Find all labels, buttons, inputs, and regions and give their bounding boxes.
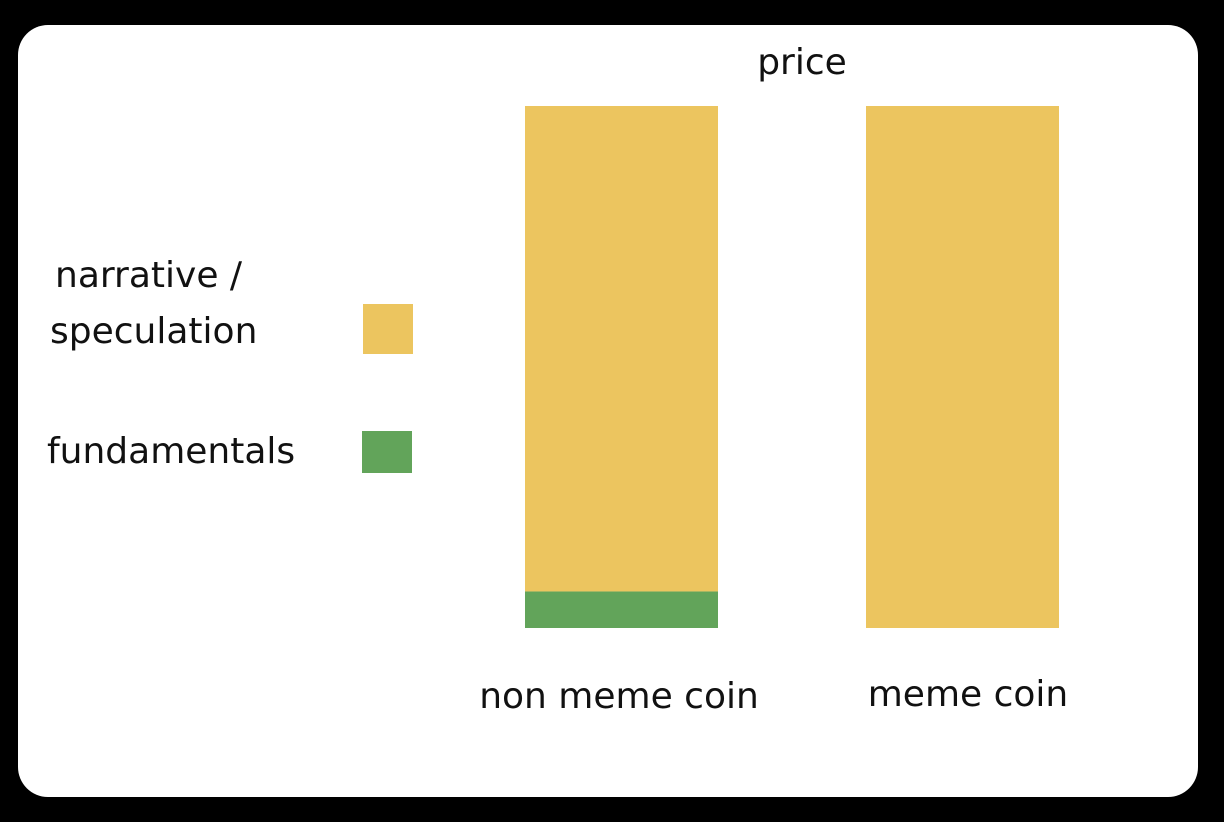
legend-label-narrative-line2: speculation xyxy=(50,311,257,352)
bar-non-meme-coin-fundamentals xyxy=(525,591,718,628)
bar-non-meme-coin-narrative-speculation xyxy=(525,106,718,592)
chart-title: price xyxy=(757,42,847,83)
legend-swatch-fundamentals xyxy=(362,431,412,473)
bar-meme-coin-narrative-speculation xyxy=(866,106,1059,628)
legend-swatch-narrative xyxy=(363,304,413,354)
category-label-meme-coin: meme coin xyxy=(868,674,1069,715)
legend-label-fundamentals: fundamentals xyxy=(47,431,295,472)
category-label-non-meme-coin: non meme coin xyxy=(479,676,759,717)
legend-label-narrative-line1: narrative / xyxy=(55,255,243,296)
